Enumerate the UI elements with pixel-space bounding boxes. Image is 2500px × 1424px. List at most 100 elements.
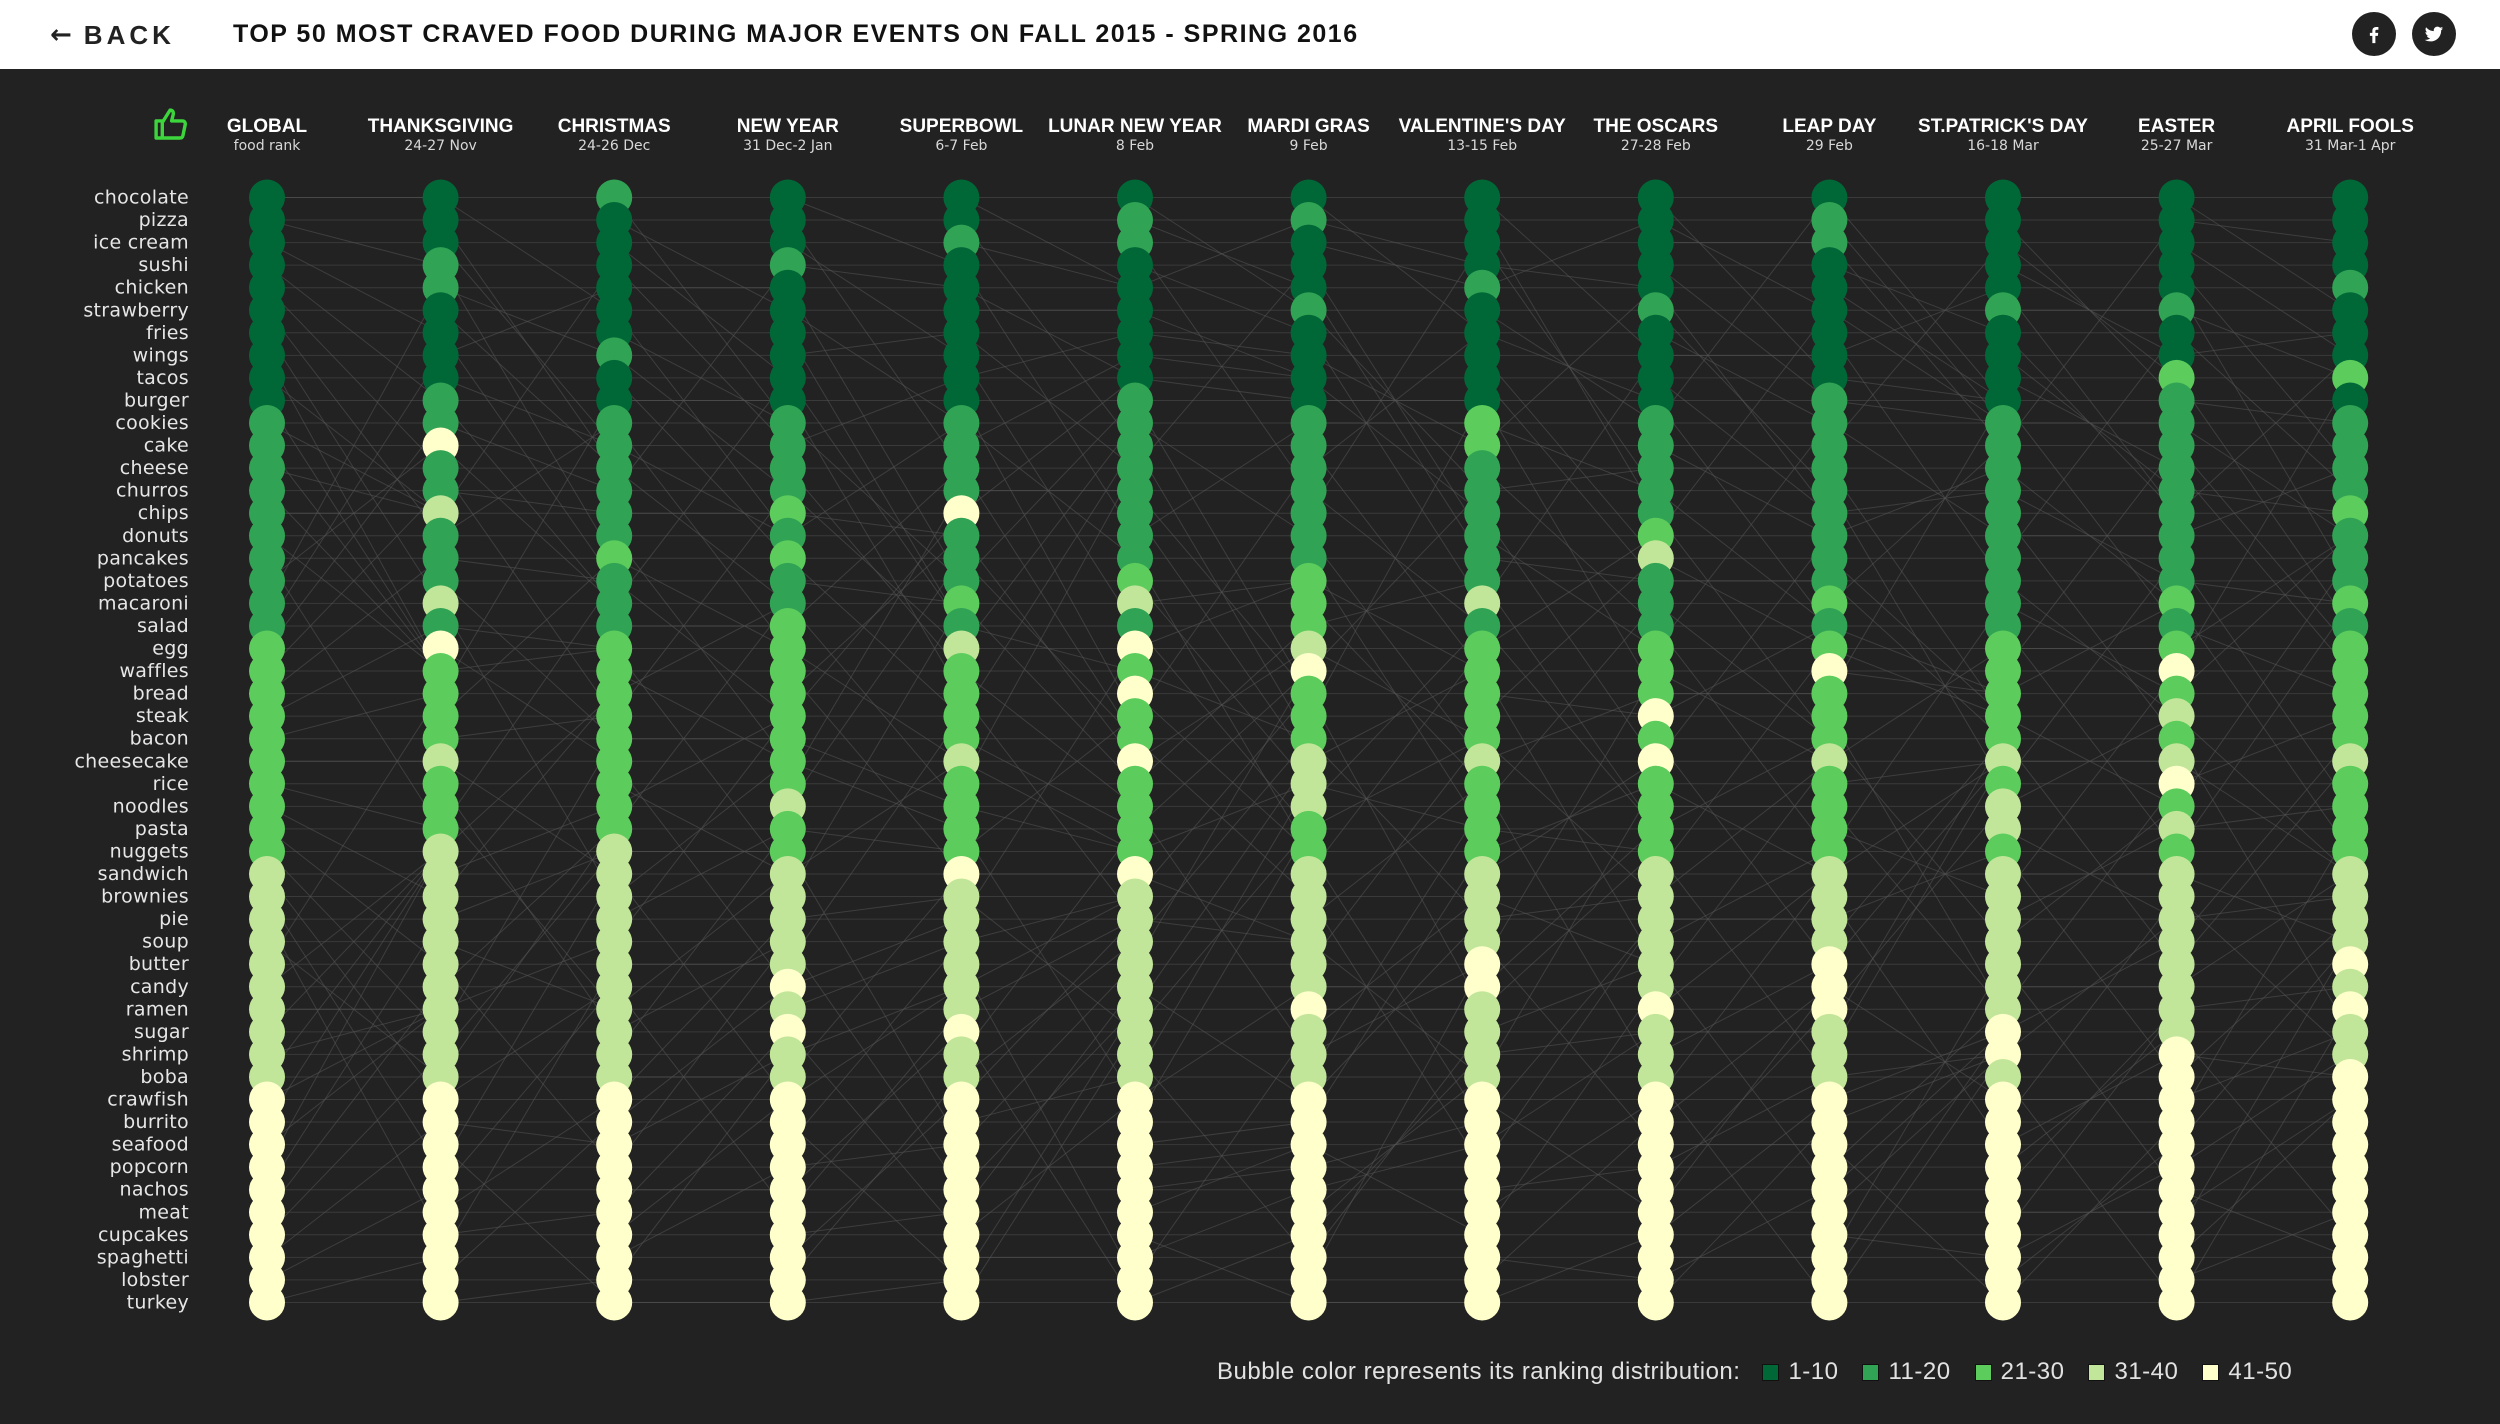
rank-connector-line — [1829, 445, 2004, 604]
event-name: THANKSGIVING — [368, 116, 514, 137]
food-label: turkey — [127, 1291, 189, 1313]
rank-connector-line — [1481, 557, 1657, 717]
rank-connector-line — [440, 963, 615, 1258]
food-label: burger — [124, 389, 189, 411]
rank-connector-line — [787, 1076, 962, 1281]
rank-connector-line — [440, 197, 615, 311]
rank-bubble[interactable] — [1811, 1284, 1848, 1321]
rank-connector-line — [1828, 963, 2004, 1258]
food-label: brownies — [101, 886, 189, 908]
rank-connector-line — [787, 467, 962, 627]
rank-connector-line — [440, 422, 615, 492]
rank-bubble[interactable] — [1290, 1284, 1327, 1321]
food-label: burrito — [123, 1111, 189, 1133]
rank-bubble[interactable] — [422, 1284, 459, 1321]
rank-connector-line — [1481, 1121, 1657, 1281]
rank-bubble[interactable] — [1117, 1284, 1153, 1321]
rank-connector-line — [787, 760, 962, 830]
rank-connector-line — [2176, 332, 2351, 356]
rank-connector-line — [1134, 580, 1309, 649]
rank-connector-line — [2176, 715, 2351, 785]
rank-connector-line — [440, 264, 615, 514]
rank-connector-line — [1655, 670, 1830, 762]
top-bar: ← BACK TOP 50 MOST CRAVED FOOD DURING MA… — [0, 0, 2500, 69]
food-label: ramen — [126, 998, 189, 1020]
rank-connector-line — [2176, 738, 2351, 942]
food-label: rice — [153, 773, 189, 795]
rank-connector-line — [1655, 738, 1830, 965]
rank-connector-line — [266, 918, 442, 1190]
rank-connector-line — [1134, 422, 1309, 537]
rank-connector-line — [2176, 1009, 2351, 1303]
food-label: nachos — [120, 1179, 190, 1201]
rank-connector-line — [2176, 1189, 2351, 1258]
rank-connector-line — [266, 851, 442, 1168]
rank-connector-line — [787, 896, 962, 920]
event-name: VALENTINE'S DAY — [1399, 116, 1566, 137]
rank-connector-line — [1655, 377, 1830, 514]
rank-bubble[interactable] — [943, 1284, 980, 1321]
rank-connector-line — [2176, 715, 2351, 875]
event-name: ST.PATRICK'S DAY — [1918, 116, 2088, 137]
rank-connector-line — [787, 490, 962, 649]
event-name: LUNAR NEW YEAR — [1048, 116, 1222, 137]
twitter-share-button[interactable] — [2412, 12, 2456, 56]
rank-connector-line — [1134, 400, 1310, 694]
rank-connector-line — [960, 467, 1136, 785]
rank-connector-line — [1134, 828, 1310, 1123]
rank-connector-line — [1134, 670, 1310, 965]
rank-connector-line — [961, 242, 1136, 289]
rank-bubble[interactable] — [2332, 1284, 2369, 1321]
rank-connector-line — [440, 1121, 615, 1146]
rank-connector-line — [961, 625, 1136, 672]
rank-connector-line — [613, 1054, 789, 1281]
rank-connector-line — [440, 557, 615, 717]
rank-connector-line — [1828, 603, 2004, 852]
rank-bubble[interactable] — [1637, 1284, 1674, 1321]
rank-connector-line — [787, 580, 962, 604]
rank-bubble[interactable] — [2158, 1284, 2195, 1321]
rank-connector-line — [2176, 1031, 2351, 1236]
rank-connector-line — [961, 422, 1136, 649]
back-button[interactable]: ← BACK — [50, 18, 175, 52]
rank-connector-line — [266, 625, 441, 717]
legend-item-11-20: 11-20 — [1862, 1358, 1950, 1386]
rank-connector-line — [1655, 873, 1830, 1100]
rank-connector-line — [440, 400, 615, 694]
rank-connector-line — [2002, 332, 2177, 559]
food-label: pancakes — [97, 547, 189, 569]
rank-connector-line — [2176, 377, 2351, 672]
rank-connector-line — [960, 1031, 1136, 1303]
rank-bubble[interactable] — [1985, 1284, 2021, 1321]
rank-connector-line — [440, 377, 615, 447]
rank-connector-line — [1481, 355, 1657, 604]
rank-connector-line — [2176, 1211, 2351, 1281]
rank-connector-line — [1655, 445, 1830, 537]
rank-connector-line — [2176, 1031, 2351, 1100]
rank-connector-line — [787, 1008, 962, 1213]
rank-bubble[interactable] — [596, 1284, 633, 1321]
rank-connector-line — [266, 851, 441, 988]
rank-connector-line — [1308, 738, 1483, 920]
rank-connector-line — [2002, 670, 2177, 897]
rank-connector-line — [2002, 918, 2177, 1055]
rank-connector-line — [1482, 1166, 1656, 1191]
rank-connector-line — [1308, 896, 1483, 1168]
rank-connector-line — [1308, 490, 1483, 672]
rank-bubble[interactable] — [1464, 1284, 1501, 1321]
rank-connector-line — [1481, 603, 1657, 807]
food-label: butter — [129, 953, 189, 975]
rank-connector-line — [787, 242, 962, 356]
rank-connector-line — [2002, 445, 2177, 672]
rank-bubble[interactable] — [769, 1284, 806, 1321]
food-label: potatoes — [103, 570, 189, 592]
rank-connector-line — [961, 354, 1136, 446]
rank-connector-line — [1655, 1076, 1830, 1168]
rank-bubble[interactable] — [249, 1284, 285, 1321]
rank-connector-line — [440, 941, 615, 1010]
rank-connector-line — [440, 738, 615, 1033]
rank-connector-line — [1655, 535, 1830, 762]
facebook-share-button[interactable] — [2352, 12, 2396, 56]
rank-connector-line — [266, 851, 441, 1078]
rank-connector-line — [1655, 625, 1830, 717]
